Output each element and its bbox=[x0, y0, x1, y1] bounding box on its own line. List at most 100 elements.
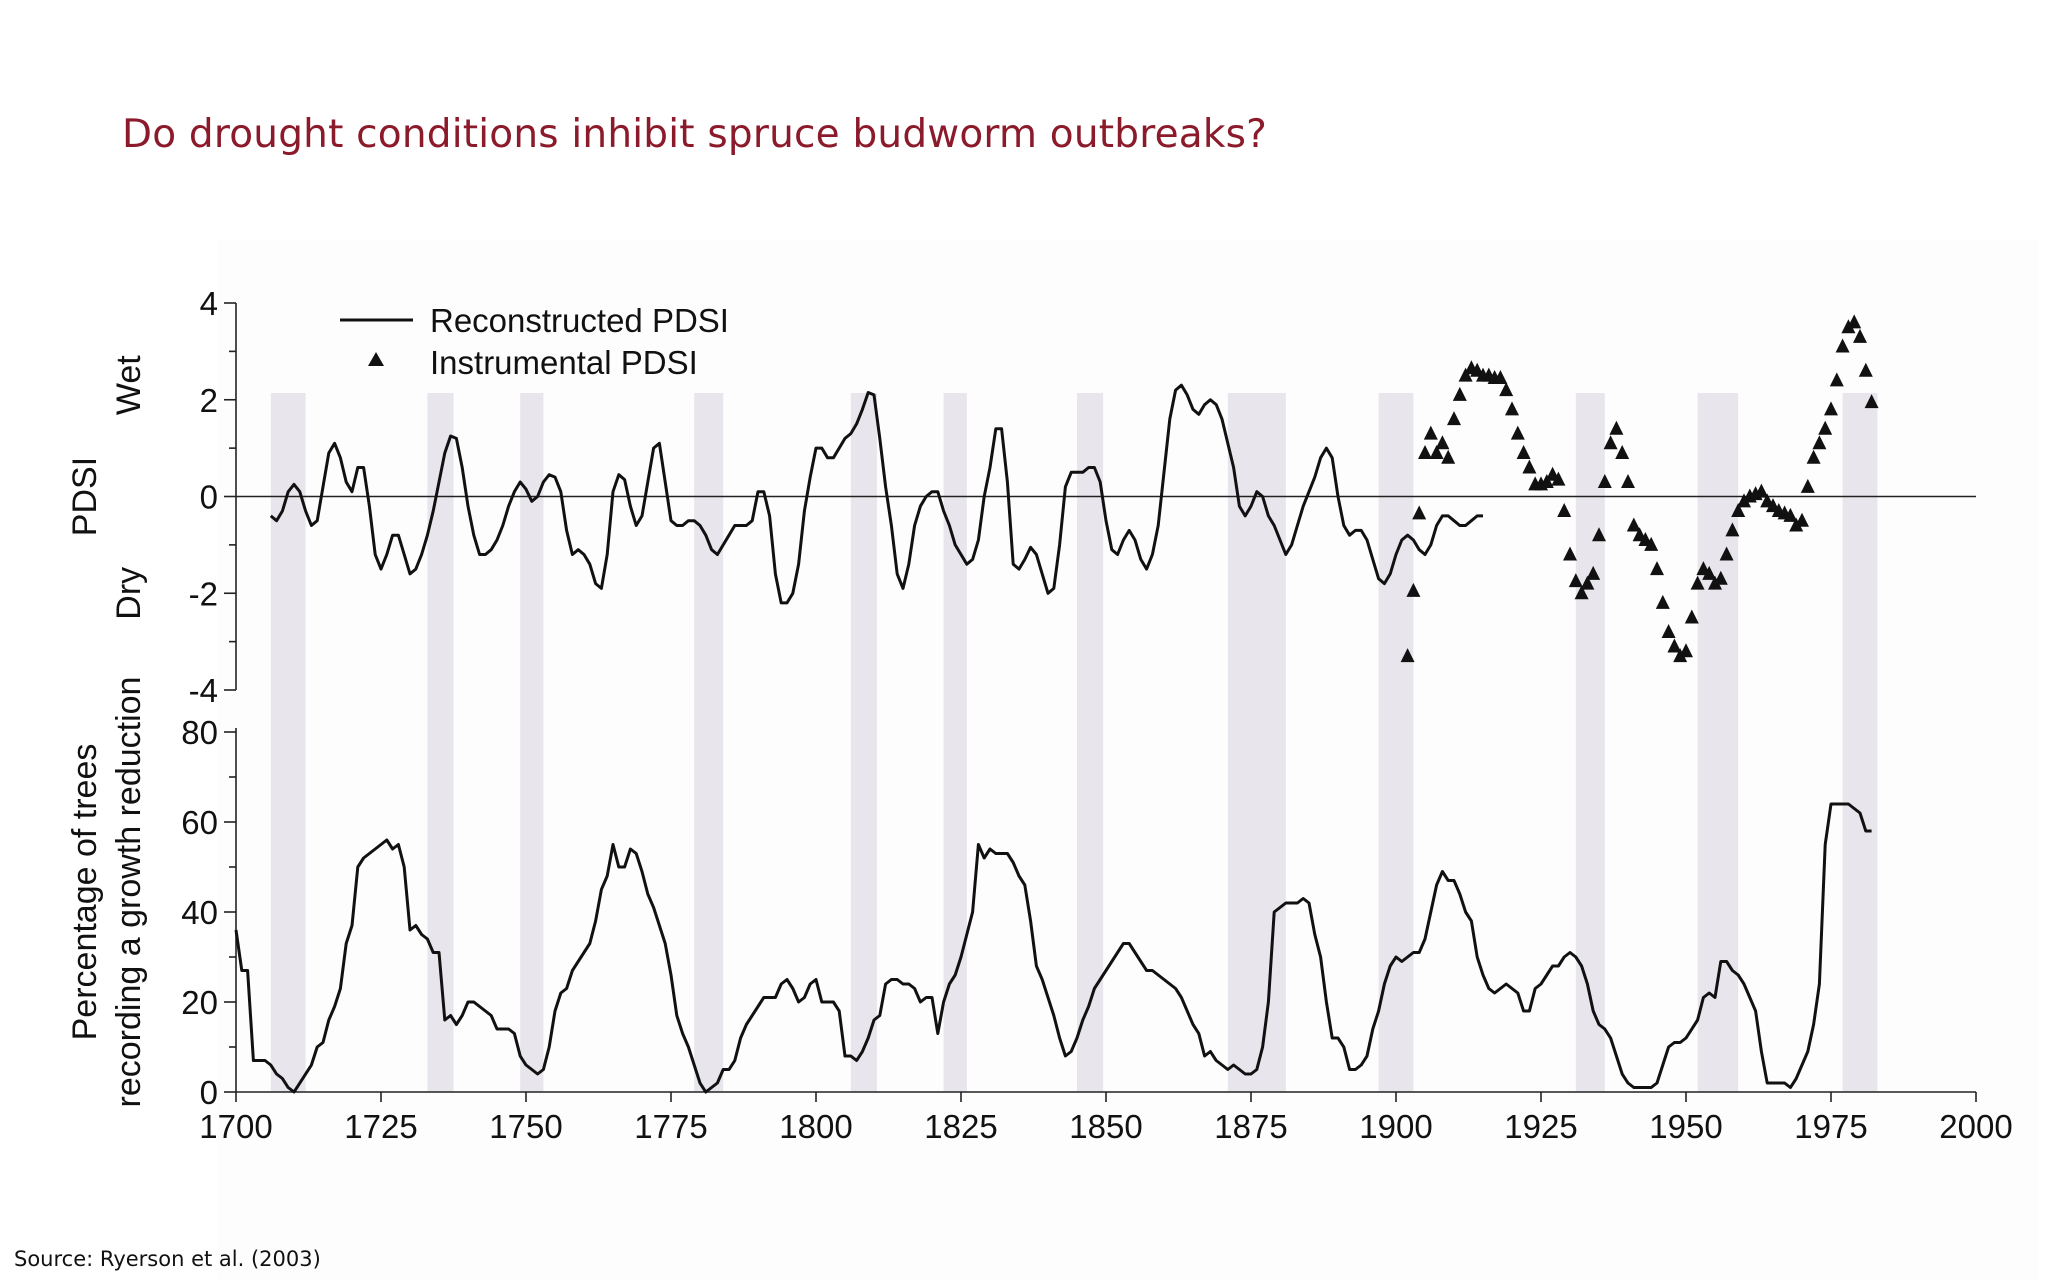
instrumental-pdsi-point bbox=[1458, 367, 1473, 382]
outbreak-band bbox=[520, 393, 544, 1092]
x-tick-label: 1900 bbox=[1359, 1108, 1432, 1145]
instrumental-pdsi-point bbox=[1539, 473, 1554, 488]
instrumental-pdsi-point bbox=[1406, 582, 1421, 597]
instrumental-pdsi-point bbox=[1754, 483, 1769, 498]
outbreak-band bbox=[1227, 393, 1286, 1092]
x-tick-label: 2000 bbox=[1939, 1108, 2012, 1145]
outbreak-bands bbox=[270, 393, 1878, 1092]
growth-tick-label: 20 bbox=[181, 984, 218, 1021]
outbreak-band bbox=[943, 393, 967, 1092]
instrumental-pdsi-point bbox=[1650, 561, 1664, 576]
x-tick-label: 1725 bbox=[344, 1108, 417, 1145]
growth-y-ticks: 80 60 40 20 0 bbox=[181, 714, 236, 1111]
instrumental-pdsi-point bbox=[1853, 328, 1867, 343]
instrumental-pdsi-point bbox=[1609, 420, 1624, 435]
instrumental-pdsi-point bbox=[1586, 565, 1601, 580]
instrumental-pdsi-point bbox=[1557, 503, 1572, 518]
pdsi-wet-label: Wet bbox=[110, 355, 148, 415]
instrumental-pdsi-point bbox=[1847, 314, 1862, 329]
legend-triangle-swatch bbox=[368, 352, 384, 366]
pdsi-tick-label: -2 bbox=[189, 575, 218, 612]
reconstructed-pdsi-line bbox=[269, 383, 1483, 605]
instrumental-pdsi-point bbox=[1435, 435, 1450, 450]
legend-label-reconstructed: Reconstructed PDSI bbox=[430, 302, 729, 339]
instrumental-pdsi-point bbox=[1568, 573, 1583, 588]
instrumental-pdsi-point bbox=[1563, 546, 1577, 561]
legend-label-instrumental: Instrumental PDSI bbox=[430, 344, 698, 381]
pdsi-y-ticks: 4 2 0 -2 -4 bbox=[189, 285, 236, 709]
instrumental-pdsi-point bbox=[1800, 478, 1815, 493]
x-tick-label: 1950 bbox=[1649, 1108, 1722, 1145]
growth-y-axis-label-line1: Percentage of trees bbox=[66, 744, 104, 1041]
drought-budworm-chart: 420-2-4 PDSI Wet Dry Reconstructed PDSI … bbox=[66, 285, 2013, 1145]
instrumental-pdsi-point bbox=[1725, 522, 1740, 537]
x-tick-label: 1875 bbox=[1214, 1108, 1287, 1145]
x-tick-label: 1800 bbox=[779, 1108, 852, 1145]
instrumental-pdsi-point bbox=[1818, 420, 1833, 435]
instrumental-pdsi-point bbox=[1592, 527, 1606, 542]
x-tick-label: 1700 bbox=[199, 1108, 272, 1145]
instrumental-pdsi-point bbox=[1621, 473, 1635, 488]
pdsi-tick-label: 4 bbox=[200, 285, 218, 322]
instrumental-pdsi-point bbox=[1505, 401, 1519, 416]
instrumental-pdsi-point bbox=[1679, 643, 1693, 658]
instrumental-pdsi-point bbox=[1864, 394, 1879, 409]
instrumental-pdsi-point bbox=[1795, 512, 1809, 527]
instrumental-pdsi-point bbox=[1731, 503, 1746, 518]
x-tick-label: 1925 bbox=[1504, 1108, 1577, 1145]
instrumental-pdsi-point bbox=[1835, 338, 1850, 353]
x-tick-label: 1775 bbox=[634, 1108, 707, 1145]
pdsi-y-axis-label: PDSI bbox=[66, 457, 104, 536]
instrumental-pdsi-point bbox=[1626, 517, 1641, 532]
instrumental-pdsi-point bbox=[1829, 372, 1844, 387]
instrumental-pdsi-point bbox=[1400, 648, 1415, 663]
pdsi-tick-label: 0 bbox=[200, 479, 218, 516]
instrumental-pdsi-point bbox=[1429, 444, 1444, 459]
outbreak-band bbox=[1842, 393, 1878, 1092]
x-tick-label: 1825 bbox=[924, 1108, 997, 1145]
instrumental-pdsi-point bbox=[1418, 444, 1432, 459]
instrumental-pdsi-point bbox=[1661, 623, 1676, 638]
instrumental-pdsi-point bbox=[1806, 449, 1821, 464]
instrumental-pdsi-point bbox=[1412, 505, 1427, 520]
instrumental-pdsi-point bbox=[1441, 449, 1456, 464]
instrumental-pdsi-point bbox=[1423, 425, 1438, 440]
growth-tick-label: 80 bbox=[181, 714, 218, 751]
instrumental-pdsi-point bbox=[1580, 575, 1595, 590]
growth-tick-label: 60 bbox=[181, 804, 218, 841]
instrumental-pdsi-point bbox=[1597, 473, 1612, 488]
legend: Reconstructed PDSI Instrumental PDSI bbox=[340, 302, 729, 381]
instrumental-pdsi-point bbox=[1690, 575, 1705, 590]
pdsi-tick-label: 2 bbox=[200, 382, 218, 419]
instrumental-pdsi-point bbox=[1493, 369, 1508, 384]
instrumental-pdsi-point bbox=[1719, 546, 1734, 561]
instrumental-pdsi-point bbox=[1603, 435, 1618, 450]
outbreak-band bbox=[850, 393, 877, 1092]
outbreak-band bbox=[270, 393, 306, 1092]
instrumental-pdsi-point bbox=[1783, 507, 1798, 522]
outbreak-band bbox=[1575, 393, 1605, 1092]
pdsi-tick-label: -4 bbox=[189, 672, 218, 709]
instrumental-pdsi-point bbox=[1667, 638, 1682, 653]
instrumental-pdsi-point bbox=[1858, 362, 1873, 377]
instrumental-pdsi-point bbox=[1510, 425, 1525, 440]
instrumental-pdsi-point bbox=[1684, 609, 1699, 624]
instrumental-pdsi-point bbox=[1644, 536, 1659, 551]
slide-title: Do drought conditions inhibit spruce bud… bbox=[122, 112, 1268, 157]
instrumental-pdsi-points bbox=[1400, 314, 1879, 663]
pdsi-dry-label: Dry bbox=[110, 567, 148, 620]
growth-reduction-line bbox=[234, 802, 1872, 1094]
instrumental-pdsi-point bbox=[1574, 585, 1589, 600]
instrumental-pdsi-point bbox=[1522, 459, 1537, 474]
instrumental-pdsi-point bbox=[1516, 444, 1531, 459]
x-ticks: 1700 1725 1750 1775 1800 1825 1850 1875 1900 1925… bbox=[199, 1092, 2013, 1145]
instrumental-pdsi-point bbox=[1615, 444, 1630, 459]
instrumental-pdsi-point bbox=[1452, 386, 1467, 401]
instrumental-pdsi-point bbox=[1499, 382, 1514, 397]
growth-tick-label: 40 bbox=[181, 894, 218, 931]
growth-tick-label: 0 bbox=[200, 1074, 218, 1111]
outbreak-band bbox=[1077, 393, 1104, 1092]
instrumental-pdsi-point bbox=[1551, 471, 1566, 486]
instrumental-pdsi-point bbox=[1655, 594, 1670, 609]
outbreak-band bbox=[427, 393, 454, 1092]
